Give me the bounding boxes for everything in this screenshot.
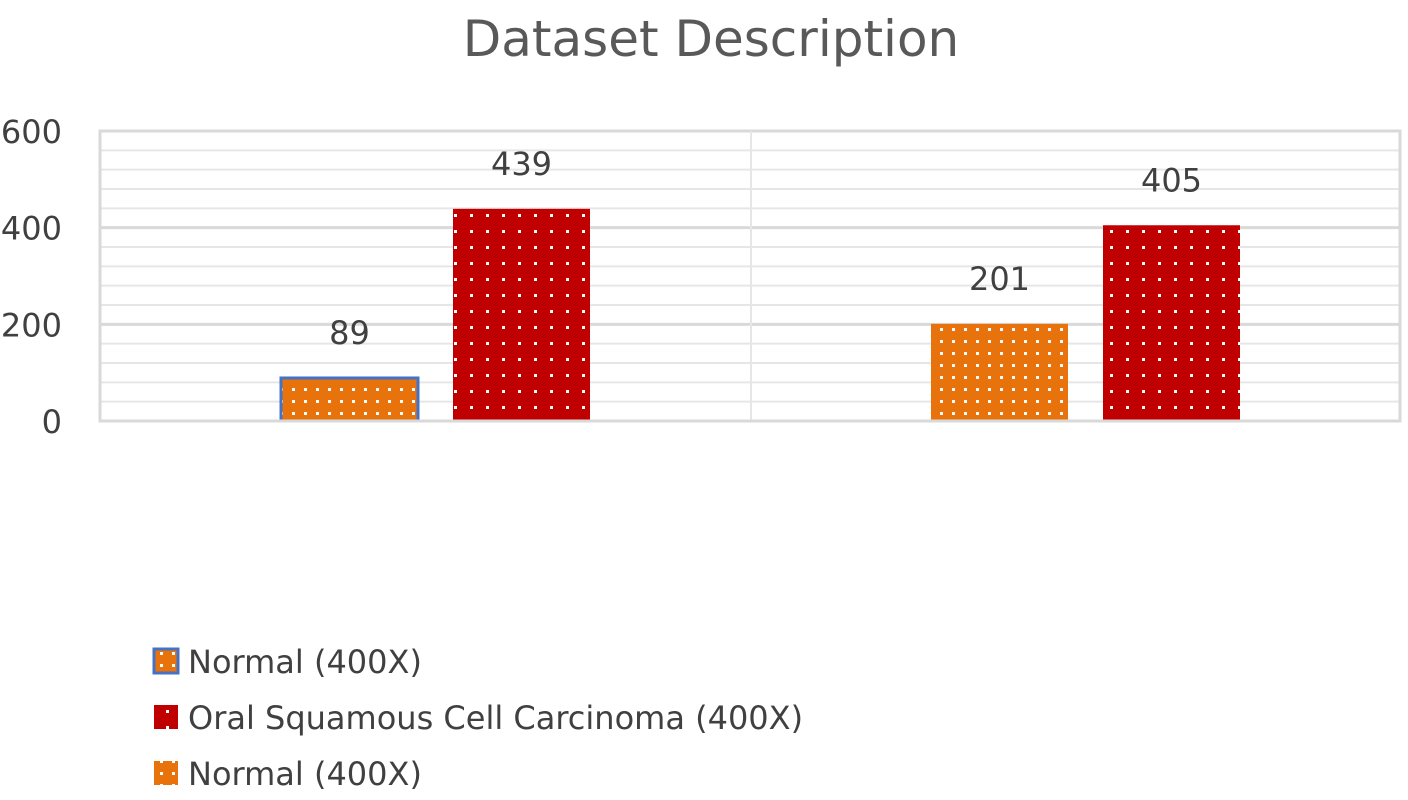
bar — [931, 323, 1068, 421]
legend-label: Oral Squamous Cell Carcinoma (400X) — [188, 699, 803, 737]
bar — [279, 376, 420, 423]
legend: Normal (400X) Oral Squamous Cell Carcinom… — [152, 643, 803, 793]
y-tick-label: 400 — [1, 210, 62, 248]
chart-title: Dataset Description — [463, 10, 959, 68]
bar — [453, 208, 590, 421]
legend-swatch — [152, 647, 180, 675]
data-label: 89 — [329, 314, 370, 352]
y-tick-label: 600 — [1, 113, 62, 151]
data-label: 201 — [969, 260, 1030, 298]
plot-area: 0 200 400 600 89 439 201 405 — [1, 113, 1402, 441]
legend-label: Normal (400X) — [188, 755, 422, 793]
legend-swatch — [154, 705, 178, 729]
legend-swatch — [154, 761, 178, 785]
legend-label: Normal (400X) — [188, 643, 422, 681]
y-tick-label: 200 — [1, 306, 62, 344]
bar — [1103, 225, 1240, 421]
y-tick-label: 0 — [42, 403, 62, 441]
data-label: 439 — [491, 145, 552, 183]
data-label: 405 — [1141, 161, 1202, 199]
